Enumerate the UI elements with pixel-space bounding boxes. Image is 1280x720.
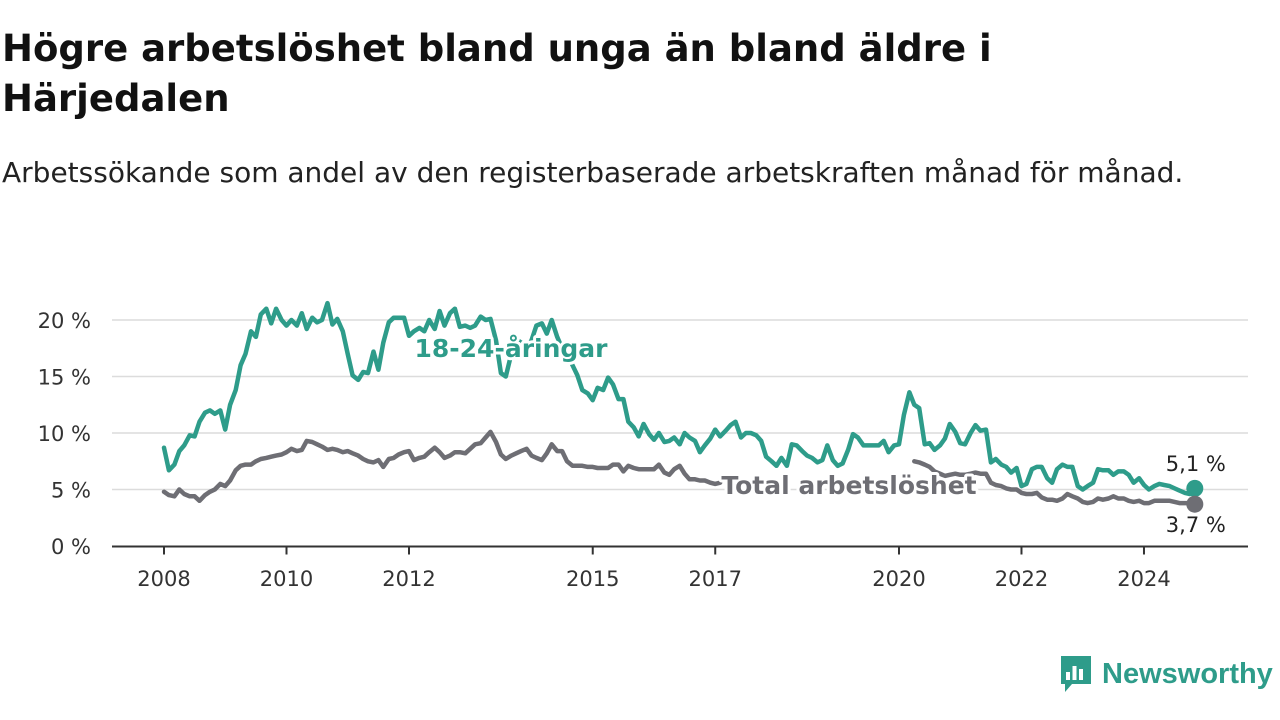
x-tick-label: 2024 (1117, 567, 1170, 591)
series-lines (161, 300, 1198, 507)
x-tick-label: 2020 (872, 567, 925, 591)
brand-logo: Newsworthy (1058, 654, 1273, 694)
y-axis-ticks: 0 % 5 % 10 % 15 % 20 % (38, 309, 91, 559)
brand-name: Newsworthy (1102, 657, 1273, 690)
y-tick-label: 10 % (38, 422, 91, 446)
y-tick-label: 0 % (51, 535, 91, 559)
x-tick-label: 2017 (689, 567, 742, 591)
x-tick-label: 2022 (995, 567, 1048, 591)
chart-subtitle: Arbetssökande som andel av den registerb… (2, 156, 1184, 189)
x-tick-label: 2012 (382, 567, 435, 591)
x-tick-label: 2008 (137, 567, 190, 591)
end-marker-youth (1186, 479, 1204, 497)
series-line-total (912, 459, 1198, 507)
series-label-youth: 18-24-åringar (415, 334, 609, 363)
chart-title: Högre arbetslöshet bland unga än bland ä… (2, 27, 992, 120)
end-markers: 5,1 % 3,7 % (1166, 452, 1226, 537)
x-tick-label: 2010 (260, 567, 313, 591)
y-tick-label: 15 % (38, 366, 91, 390)
x-tick-label: 2015 (566, 567, 619, 591)
newsworthy-logo-icon (1061, 656, 1091, 692)
end-marker-total (1186, 495, 1204, 513)
y-tick-label: 5 % (51, 479, 91, 503)
end-label-youth: 5,1 % (1166, 452, 1226, 476)
series-line-total (161, 429, 723, 504)
end-label-total: 3,7 % (1166, 513, 1226, 537)
y-tick-label: 20 % (38, 309, 91, 333)
x-axis-ticks: 2008 2010 2012 2015 2017 2020 2022 2024 (137, 546, 1171, 591)
series-line-youth (161, 300, 1198, 497)
series-labels: 18-24-åringar Total arbetslöshet (412, 331, 980, 503)
series-label-total: Total arbetslöshet (721, 471, 976, 500)
